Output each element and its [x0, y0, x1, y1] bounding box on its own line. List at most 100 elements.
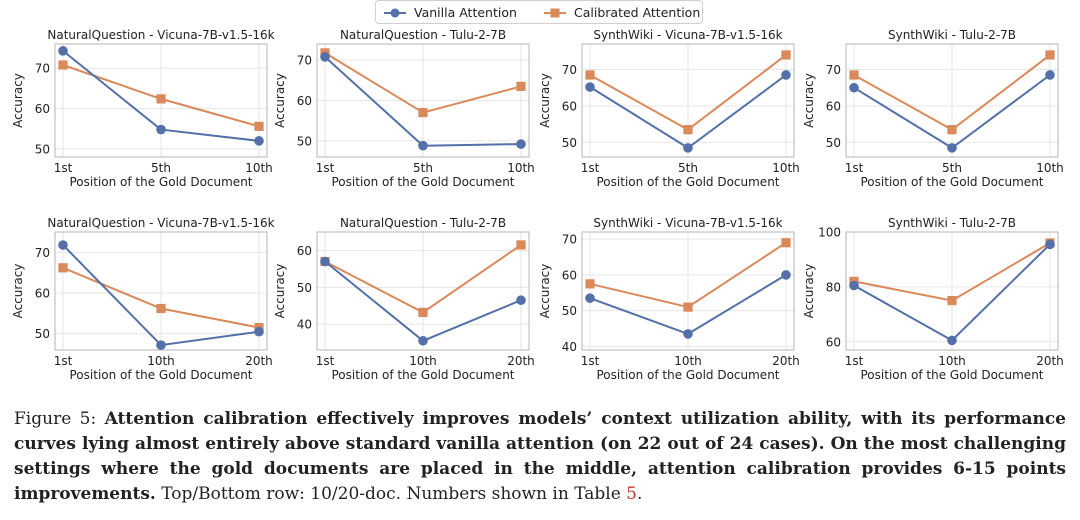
calibrated-point [58, 263, 68, 273]
y-tick-label: 60 [562, 268, 577, 282]
x-axis-label: Position of the Gold Document [332, 175, 515, 189]
caption-bold-text: Attention calibration effectively improv… [14, 409, 1067, 504]
x-tick-label: 5th [678, 161, 698, 175]
vanilla-point [947, 335, 957, 346]
legend: Vanilla Attention Calibrated Attention [375, 0, 703, 24]
y-tick-label: 60 [297, 94, 312, 108]
vanilla-point [320, 52, 330, 62]
y-tick-label: 40 [297, 318, 312, 332]
vanilla-point [418, 335, 428, 346]
chart-panel-8: SynthWiki - Tulu-2-7B 60 80 100 1st 10th 20thP… [802, 216, 1064, 382]
y-axis-label: Accuracy [273, 73, 287, 128]
y-tick-label: 70 [297, 54, 312, 68]
y-tick-label: 50 [297, 134, 312, 148]
x-axis-label: Position of the Gold Document [70, 175, 253, 189]
y-tick-label: 50 [562, 304, 577, 318]
x-tick-label: 20th [1036, 354, 1064, 368]
x-axis-label: Position of the Gold Document [861, 368, 1044, 382]
chart-panel-1: NaturalQuestion - Vicuna-7B-v1.5-16k 50 60… [11, 28, 275, 189]
calibrated-point [585, 70, 595, 80]
x-tick-label: 20th [772, 354, 800, 368]
calibrated-point [156, 303, 166, 314]
vanilla-point [947, 143, 957, 153]
calibrated-point [516, 81, 526, 91]
x-tick-label: 1st [845, 354, 864, 368]
x-tick-label: 10th [938, 354, 966, 368]
legend-vanilla-label: Vanilla Attention [414, 5, 517, 20]
calibrated-point [516, 240, 526, 250]
y-tick-label: 70 [35, 62, 50, 76]
y-axis-label: Accuracy [538, 264, 552, 319]
y-tick-label: 40 [562, 340, 577, 354]
calibrated-point [849, 70, 859, 80]
y-axis-label: Accuracy [538, 73, 552, 128]
vanilla-point [1045, 70, 1055, 80]
y-tick-label: 50 [562, 136, 577, 150]
calibrated-point [781, 238, 791, 248]
vanilla-point [156, 124, 166, 135]
calibrated-point [585, 279, 595, 289]
calibrated-point [683, 302, 693, 312]
x-tick-label: 5th [151, 161, 171, 175]
x-tick-label: 1st [54, 161, 73, 175]
plot-frame [581, 231, 795, 351]
plot-frame [316, 43, 530, 158]
calibrated-point [683, 125, 693, 135]
chart-panel-5: NaturalQuestion - Vicuna-7B-v1.5-16k 50 60… [11, 216, 275, 382]
legend-vanilla-marker [390, 8, 400, 18]
vanilla-point [254, 326, 264, 337]
vanilla-point [781, 70, 791, 80]
y-axis-label: Accuracy [11, 73, 25, 128]
y-axis-label: Accuracy [273, 264, 287, 319]
legend-calibrated-label: Calibrated Attention [574, 5, 700, 20]
y-tick-label: 50 [35, 327, 50, 341]
chart-panel-7: SynthWiki - Vicuna-7B-v1.5-16k 40 50 60 70 1s… [538, 216, 800, 382]
x-axis-label: Position of the Gold Document [70, 368, 253, 382]
chart-panel-6: NaturalQuestion - Tulu-2-7B 40 50 60 1st 10th… [273, 216, 535, 382]
calibrated-point [781, 50, 791, 60]
x-tick-label: 10th [409, 354, 437, 368]
caption-end: . [636, 484, 643, 504]
legend-graphic: Vanilla Attention Calibrated Attention [384, 5, 700, 20]
x-tick-label: 5th [413, 161, 433, 175]
figure-grid: NaturalQuestion - Vicuna-7B-v1.5-16k 50 60… [11, 28, 1064, 382]
vanilla-point [1045, 239, 1055, 250]
y-axis-label: Accuracy [802, 73, 816, 128]
x-tick-label: 20th [507, 354, 535, 368]
chart-title: SynthWiki - Vicuna-7B-v1.5-16k [593, 216, 782, 230]
caption-table-link[interactable]: 5 [626, 484, 637, 504]
x-tick-label: 10th [245, 161, 273, 175]
y-tick-label: 60 [826, 335, 841, 349]
x-tick-label: 1st [845, 161, 864, 175]
vanilla-point [781, 270, 791, 280]
y-tick-label: 80 [826, 280, 841, 294]
calibrated-point [418, 108, 428, 118]
calibrated-point [1045, 50, 1055, 60]
x-tick-label: 10th [507, 161, 535, 175]
vanilla-point [849, 82, 859, 93]
plot-frame [845, 231, 1059, 351]
x-axis-label: Position of the Gold Document [332, 368, 515, 382]
vanilla-point [58, 240, 68, 250]
y-tick-label: 60 [297, 244, 312, 258]
y-tick-label: 70 [35, 246, 50, 260]
vanilla-point [849, 280, 859, 291]
x-tick-label: 10th [674, 354, 702, 368]
vanilla-point [683, 329, 693, 339]
chart-title: SynthWiki - Vicuna-7B-v1.5-16k [593, 28, 782, 42]
y-tick-label: 50 [35, 142, 50, 156]
chart-title: SynthWiki - Tulu-2-7B [888, 216, 1016, 230]
vanilla-point [585, 82, 595, 92]
legend-calibrated-marker [550, 8, 560, 18]
caption-figure-label: Figure 5: [14, 409, 97, 429]
calibrated-point [947, 296, 957, 306]
y-tick-label: 100 [818, 226, 841, 240]
x-tick-label: 10th [772, 161, 800, 175]
x-axis-label: Position of the Gold Document [597, 368, 780, 382]
calibrated-point [58, 60, 68, 70]
caption-normal-text: Top/Bottom row: 10/20-doc. Numbers shown… [161, 484, 621, 504]
y-axis-label: Accuracy [11, 264, 25, 319]
x-tick-label: 5th [942, 161, 962, 175]
vanilla-point [254, 136, 264, 146]
y-tick-label: 70 [562, 233, 577, 247]
